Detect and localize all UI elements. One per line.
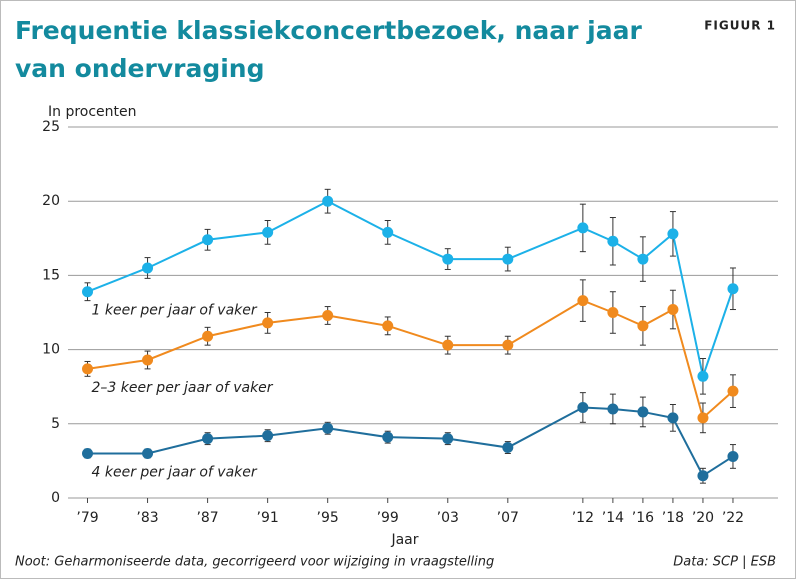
chart-title: Frequentie klassiekconcertbezoek, naar j…: [15, 16, 642, 83]
data-point: [442, 433, 454, 445]
data-point: [442, 253, 454, 265]
figure-label: FIGUUR 1: [704, 19, 776, 33]
x-tick-label: ’16: [632, 510, 654, 526]
x-tick-label: ’18: [662, 510, 684, 526]
data-point: [697, 470, 709, 482]
data-point: [667, 412, 679, 424]
data-point: [637, 320, 649, 332]
x-tick-label: ’03: [437, 510, 459, 526]
data-point: [727, 385, 739, 397]
x-tick-label: ’14: [602, 510, 624, 526]
y-tick-label: 25: [42, 119, 60, 135]
data-point: [442, 339, 454, 351]
data-point: [202, 234, 214, 246]
x-tick-label: ’22: [722, 510, 744, 526]
data-point: [502, 253, 514, 265]
data-point: [577, 222, 589, 234]
y-tick-label: 5: [51, 416, 60, 432]
data-point: [502, 442, 514, 454]
data-point: [697, 412, 709, 424]
data-point: [607, 235, 619, 247]
data-point: [667, 228, 679, 240]
series-label: 2–3 keer per jaar of vaker: [92, 380, 274, 396]
x-tick-label: ’87: [196, 510, 218, 526]
data-point: [82, 286, 94, 298]
data-point: [637, 253, 649, 265]
x-tick-label: ’95: [317, 510, 339, 526]
data-point: [202, 330, 214, 342]
data-point: [142, 354, 154, 366]
data-point: [607, 403, 619, 415]
data-point: [382, 320, 394, 332]
x-tick-label: ’07: [497, 510, 519, 526]
source: Data: SCP | ESB: [673, 555, 776, 570]
data-point: [697, 370, 709, 382]
data-point: [322, 309, 334, 321]
data-point: [322, 422, 334, 434]
data-point: [727, 283, 739, 295]
x-tick-label: ’12: [572, 510, 594, 526]
y-axis-label: In procenten: [48, 104, 137, 120]
data-point: [577, 401, 589, 413]
series-line: [87, 299, 734, 420]
x-tick-label: ’91: [257, 510, 279, 526]
x-tick-label: ’99: [377, 510, 399, 526]
y-tick-label: 0: [51, 490, 60, 506]
data-point: [667, 304, 679, 316]
data-point: [502, 339, 514, 351]
data-point: [322, 195, 334, 207]
data-point: [607, 307, 619, 318]
note: Noot: Geharmoniseerde data, gecorrigeerd…: [15, 555, 494, 570]
data-point: [637, 406, 649, 418]
y-tick-label: 20: [42, 193, 60, 209]
x-tick-label: ’20: [692, 510, 714, 526]
data-point: [262, 430, 274, 442]
series-line: [87, 200, 734, 381]
data-point: [82, 363, 94, 375]
data-point: [577, 295, 589, 307]
data-point: [142, 262, 154, 274]
data-point: [727, 450, 739, 462]
x-tick-label: ’83: [136, 510, 158, 526]
series-label: 1 keer per jaar of vaker: [92, 303, 258, 319]
data-point: [262, 226, 274, 238]
data-point: [82, 447, 94, 459]
y-tick-label: 15: [42, 267, 60, 283]
data-point: [142, 447, 154, 459]
y-tick-label: 10: [42, 342, 60, 358]
data-point: [202, 433, 214, 445]
series-label: 4 keer per jaar of vaker: [92, 464, 258, 480]
data-point: [382, 226, 394, 238]
x-axis-label: Jaar: [390, 532, 418, 548]
data-point: [262, 317, 274, 329]
data-point: [382, 431, 394, 443]
x-tick-label: ’79: [76, 510, 98, 526]
